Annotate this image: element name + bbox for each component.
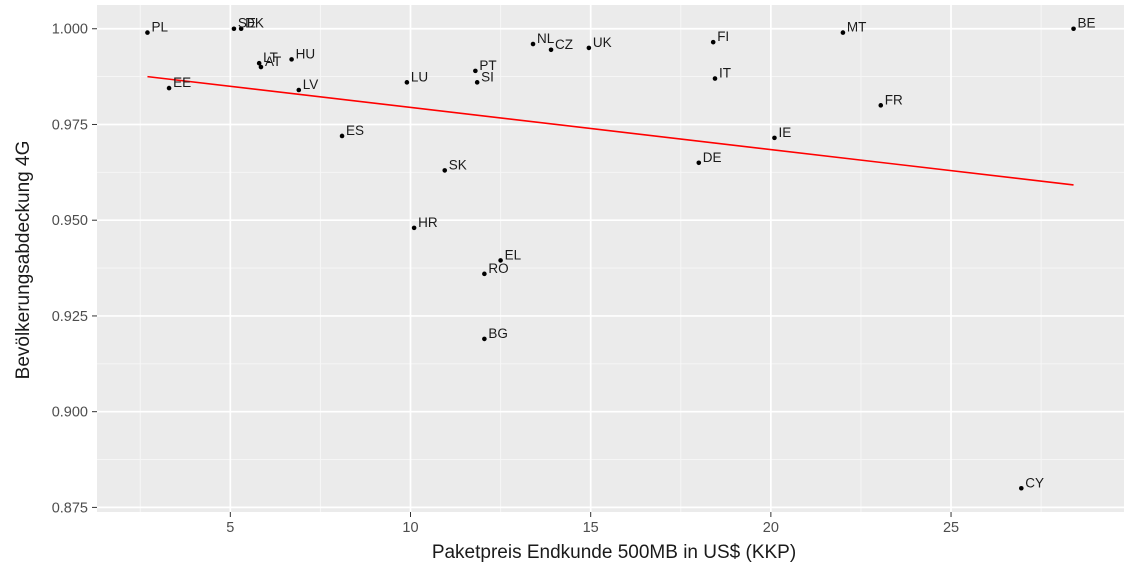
data-point-uk bbox=[586, 45, 592, 51]
point-label-uk: UK bbox=[593, 35, 612, 50]
y-tick-label: 0.950 bbox=[52, 213, 88, 229]
data-point-hu bbox=[289, 57, 294, 62]
x-tick-label: 10 bbox=[402, 520, 418, 536]
y-tick-label: 1.000 bbox=[52, 22, 88, 38]
x-axis-title: Paketpreis Endkunde 500MB in US$ (KKP) bbox=[432, 542, 796, 563]
point-label-ie: IE bbox=[778, 125, 791, 140]
point-label-cz: CZ bbox=[555, 37, 573, 52]
data-point-be bbox=[1071, 26, 1076, 32]
x-tick-label: 20 bbox=[763, 520, 779, 536]
point-label-dk: DK bbox=[245, 16, 264, 31]
point-label-nl: NL bbox=[537, 31, 555, 46]
data-points bbox=[145, 26, 1076, 491]
data-point-ro bbox=[482, 271, 487, 277]
point-label-hr: HR bbox=[418, 215, 438, 230]
data-point-at bbox=[258, 64, 264, 70]
point-label-ee: EE bbox=[173, 75, 191, 90]
minor-gridlines bbox=[97, 5, 1124, 512]
point-label-it: IT bbox=[719, 66, 731, 81]
point-label-mt: MT bbox=[847, 20, 867, 35]
point-label-si: SI bbox=[481, 69, 494, 84]
point-label-cy: CY bbox=[1025, 475, 1044, 490]
point-label-hu: HU bbox=[296, 46, 316, 61]
x-tick-label: 5 bbox=[226, 520, 234, 536]
data-point-fr bbox=[878, 103, 884, 108]
point-label-sk: SK bbox=[449, 157, 467, 172]
data-point-cz bbox=[548, 47, 554, 53]
trend-line bbox=[147, 75, 1074, 186]
x-axis-ticks: 5 10 15 20 25 bbox=[226, 512, 959, 536]
point-label-se: SE bbox=[238, 16, 256, 31]
data-point-si bbox=[474, 80, 480, 85]
data-point-es bbox=[339, 133, 345, 139]
point-label-de: DE bbox=[703, 150, 722, 165]
data-point-pt bbox=[473, 68, 478, 74]
y-axis-title: Bevölkerungsabdeckung 4G bbox=[13, 141, 34, 380]
panel-background bbox=[97, 5, 1124, 512]
data-point-nl bbox=[530, 41, 536, 47]
major-gridlines bbox=[97, 5, 1124, 512]
point-label-lt: LT bbox=[263, 50, 278, 65]
data-point-lu bbox=[404, 80, 410, 85]
point-label-el: EL bbox=[505, 247, 522, 262]
data-point-lt bbox=[256, 60, 262, 66]
point-label-bg: BG bbox=[488, 326, 508, 341]
point-label-ro: RO bbox=[488, 261, 508, 276]
point-label-pl: PL bbox=[151, 20, 168, 35]
data-point-se bbox=[231, 26, 237, 32]
data-point-pl bbox=[145, 30, 150, 35]
point-label-lv: LV bbox=[303, 77, 319, 92]
y-tick-label: 0.925 bbox=[52, 309, 88, 325]
y-tick-label: 0.975 bbox=[52, 117, 88, 133]
y-axis-ticks: 0.875 0.900 0.925 0.950 0.975 1.000 bbox=[52, 22, 97, 516]
data-point-it bbox=[712, 76, 718, 81]
data-point-dk bbox=[238, 26, 244, 32]
data-point-bg bbox=[482, 336, 487, 342]
data-point-cy bbox=[1019, 485, 1024, 491]
point-label-at: AT bbox=[265, 54, 281, 69]
y-tick-label: 0.900 bbox=[52, 405, 88, 421]
data-point-fi bbox=[710, 39, 716, 45]
point-label-be: BE bbox=[1078, 16, 1096, 31]
point-label-fi: FI bbox=[717, 29, 729, 44]
data-point-sk bbox=[442, 168, 448, 173]
data-point-mt bbox=[840, 30, 846, 35]
data-point-lv bbox=[296, 87, 302, 93]
point-label-fr: FR bbox=[885, 92, 903, 107]
x-tick-label: 15 bbox=[583, 520, 599, 536]
data-point-el bbox=[498, 258, 503, 263]
data-point-hr bbox=[411, 225, 417, 231]
data-point-ee bbox=[166, 85, 172, 91]
data-point-ie bbox=[772, 135, 777, 141]
data-point-de bbox=[696, 160, 702, 166]
y-tick-label: 0.875 bbox=[52, 500, 88, 516]
x-tick-label: 25 bbox=[943, 520, 959, 536]
point-label-pt: PT bbox=[479, 58, 496, 73]
point-label-es: ES bbox=[346, 123, 364, 138]
point-label-lu: LU bbox=[411, 69, 428, 84]
